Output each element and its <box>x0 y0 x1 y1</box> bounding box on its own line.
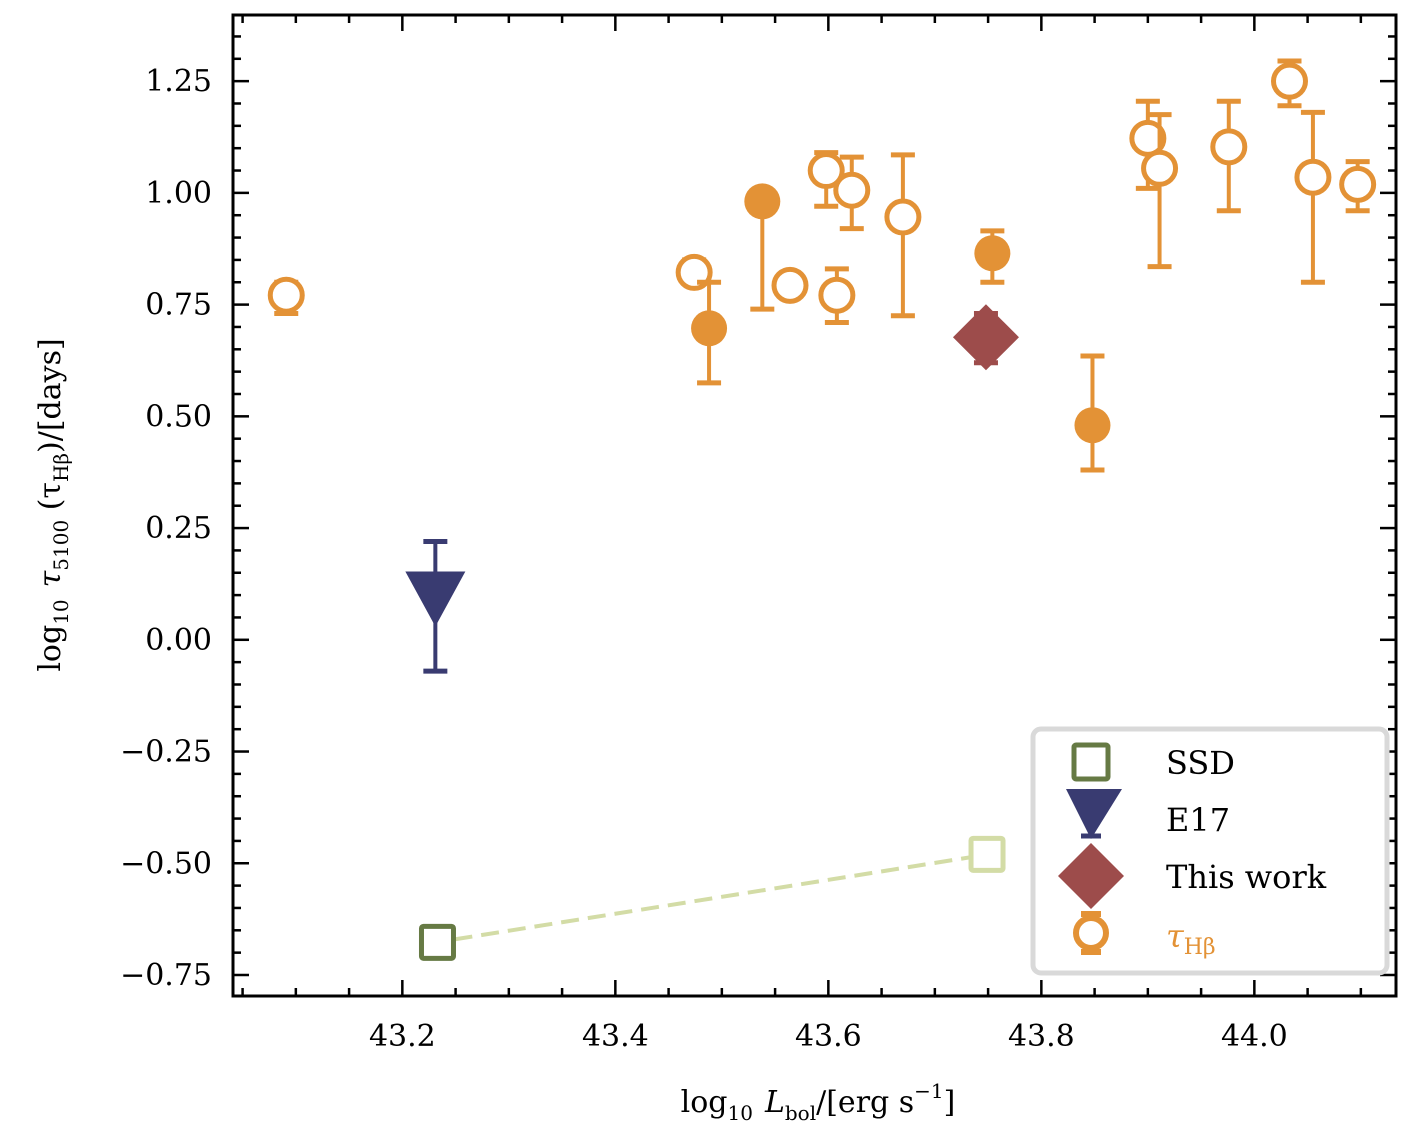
hbeta-open-marker <box>1210 128 1248 166</box>
ssd-square-marker <box>418 923 456 961</box>
x-tick-label: 44.0 <box>1221 1019 1288 1054</box>
y-tick-label: 0.50 <box>145 399 212 434</box>
y-label-var: τ <box>33 570 68 587</box>
hbeta-filled-marker <box>1074 407 1111 444</box>
hbeta-filled-marker <box>974 235 1011 272</box>
x-tick-label: 43.4 <box>582 1019 649 1054</box>
legend-box <box>1030 726 1390 976</box>
x-label-close: ] <box>944 1085 956 1120</box>
y-label-paren: (τ <box>33 482 68 520</box>
hbeta-open-marker <box>1141 149 1179 187</box>
y-tick-label: 1.25 <box>145 64 212 99</box>
hbeta-open-marker <box>818 276 856 314</box>
plot-marks <box>267 58 1377 961</box>
y-label-var-sub: 5100 <box>49 520 73 571</box>
legend-label-ssd: SSD <box>1166 744 1235 782</box>
legend-ssd-square-icon <box>1071 742 1111 782</box>
legend-label-e17: E17 <box>1166 801 1230 839</box>
hbeta-open-marker <box>267 276 305 314</box>
x-label-var-sub: bol <box>785 1101 816 1125</box>
legend-label-hbeta-sub: Hβ <box>1184 935 1216 960</box>
tick-labels: 43.2 43.4 43.6 43.8 44.0 1.25 1.00 0.75 0.50 0.25… <box>120 64 1288 1054</box>
e17-triangle-marker <box>405 571 466 627</box>
y-tick-label: 0.75 <box>145 288 212 323</box>
this-work-diamond-marker <box>952 304 1019 371</box>
hbeta-open-marker <box>771 266 809 304</box>
hbeta-open-marker <box>1294 158 1332 196</box>
hbeta-filled-marker <box>691 310 728 347</box>
y-label-log-sub: 10 <box>49 599 73 624</box>
x-tick-label: 43.6 <box>795 1019 862 1054</box>
y-tick-label: 1.00 <box>145 176 212 211</box>
legend: SSD E17 This work τHβ <box>1030 726 1390 976</box>
y-label-log: log <box>33 625 68 672</box>
y-label-rest: )/[days] <box>33 338 68 453</box>
hbeta-open-marker <box>1270 62 1308 100</box>
x-tick-label: 43.8 <box>1008 1019 1075 1054</box>
y-tick-label: −0.50 <box>120 846 212 881</box>
y-label-paren-sub: Hβ <box>49 453 73 482</box>
hbeta-filled-marker <box>744 183 781 220</box>
x-tick-label: 43.2 <box>369 1019 436 1054</box>
x-label-var: L <box>764 1085 785 1120</box>
ssd-dashed-line <box>454 855 971 942</box>
hbeta-open-marker <box>833 171 871 209</box>
hbeta-open-marker <box>884 198 922 236</box>
legend-markers <box>1058 742 1124 955</box>
hbeta-open-marker <box>1339 165 1377 203</box>
x-label-unit: /[erg s <box>816 1085 914 1120</box>
y-tick-label: 0.25 <box>145 511 212 546</box>
legend-this-work-diamond-icon <box>1058 843 1124 909</box>
y-tick-label: −0.25 <box>120 735 212 770</box>
legend-hbeta-circle-icon <box>1073 915 1109 951</box>
y-tick-label: −0.75 <box>120 958 212 993</box>
x-label-log-sub: 10 <box>728 1101 753 1125</box>
y-tick-label: 0.00 <box>145 623 212 658</box>
x-axis-label: log10 Lbol/[erg s−1] <box>681 1079 956 1125</box>
axis-ticks <box>233 15 1396 996</box>
x-label-sup: −1 <box>914 1079 943 1103</box>
hbeta-open-marker <box>807 152 845 190</box>
legend-e17-triangle-icon <box>1066 789 1122 839</box>
ssd-square-marker <box>968 835 1006 873</box>
x-label-log: log <box>681 1085 728 1120</box>
legend-label-this-work: This work <box>1166 858 1327 896</box>
y-axis-label: log10 τ5100 (τHβ)/[days] <box>33 338 73 671</box>
